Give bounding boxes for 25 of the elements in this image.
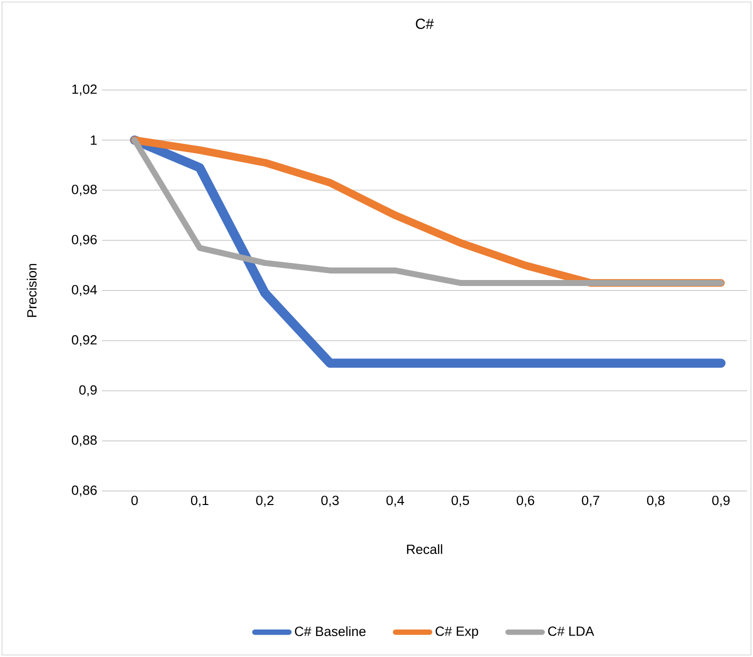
legend-label: C# LDA — [548, 626, 594, 636]
legend-label: C# Exp — [436, 626, 478, 639]
y-tick-label: 1,02 — [72, 84, 97, 96]
y-tick-label: 1 — [90, 136, 97, 145]
y-tick-label: 0,96 — [72, 234, 97, 246]
x-tick-label: 0,6 — [516, 496, 534, 507]
y-tick-label: 0,94 — [72, 284, 97, 296]
y-tick-label: 0,98 — [72, 184, 97, 196]
x-axis-title: Recall — [407, 544, 442, 554]
x-tick-label: 0 — [131, 496, 138, 506]
legend-label: C# Baseline — [294, 626, 366, 636]
x-tick-label: 0,2 — [256, 496, 274, 507]
x-tick-label: 0,1 — [190, 496, 208, 507]
y-tick-label: 0,88 — [72, 435, 97, 446]
x-tick-label: 0,3 — [321, 496, 339, 507]
x-tick-label: 0,4 — [386, 496, 404, 507]
chart-title: C# — [416, 18, 434, 30]
x-tick-label: 0,9 — [712, 496, 730, 507]
y-tick-label: 0,9 — [79, 385, 97, 396]
x-tick-label: 0,8 — [647, 496, 664, 507]
y-tick-label: 0,92 — [72, 335, 97, 346]
x-tick-label: 0,7 — [582, 496, 600, 507]
x-tick-label: 0,5 — [452, 496, 470, 507]
y-tick-label: 0,86 — [72, 486, 97, 497]
y-axis-title: Precision — [26, 264, 37, 317]
